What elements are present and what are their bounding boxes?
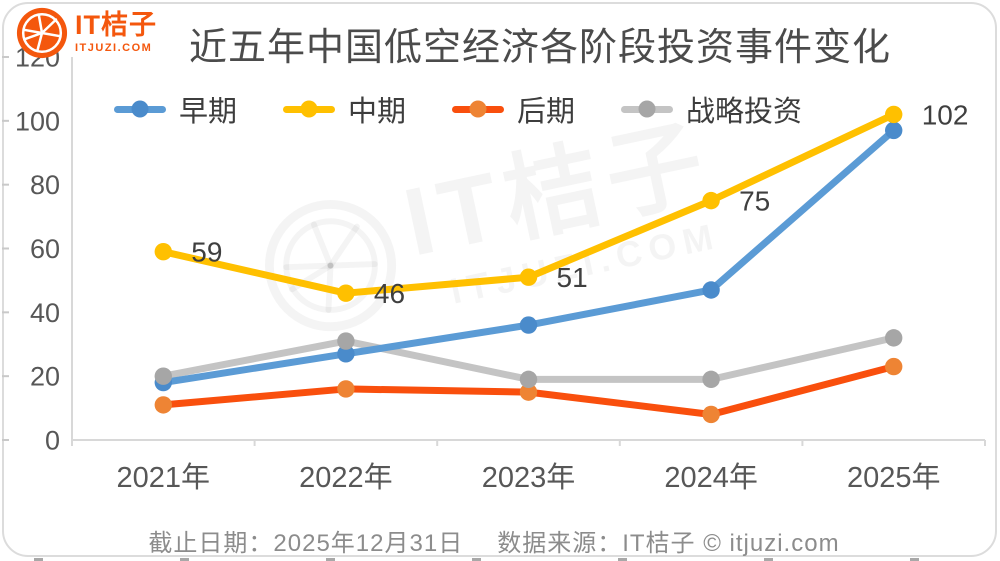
data-point-中期 bbox=[885, 105, 903, 124]
data-point-早期 bbox=[885, 121, 903, 140]
data-point-中期 bbox=[702, 191, 720, 210]
logo-text: IT桔子 ITJUZI.COM bbox=[75, 10, 157, 55]
data-point-战略投资 bbox=[337, 332, 355, 350]
legend-item-中期[interactable]: 中期 bbox=[283, 88, 406, 130]
legend-label: 中期 bbox=[348, 96, 407, 128]
x-axis-label: 2023年 bbox=[482, 461, 576, 494]
y-axis-label: 60 bbox=[30, 234, 60, 264]
data-point-中期 bbox=[519, 268, 538, 286]
data-point-后期 bbox=[337, 380, 355, 398]
data-label: 51 bbox=[557, 262, 588, 293]
legend-label: 早期 bbox=[179, 96, 238, 128]
data-point-后期 bbox=[154, 396, 172, 414]
legend-line-dot-icon bbox=[452, 100, 505, 118]
data-label: 75 bbox=[739, 186, 770, 217]
data-point-战略投资 bbox=[519, 370, 538, 389]
data-label: 102 bbox=[922, 99, 969, 130]
data-label: 46 bbox=[374, 278, 405, 309]
y-axis-label: 100 bbox=[15, 106, 60, 136]
y-axis-label: 80 bbox=[30, 170, 60, 200]
data-point-后期 bbox=[519, 383, 538, 401]
data-point-后期 bbox=[702, 405, 720, 424]
legend-line-dot-icon bbox=[114, 100, 166, 118]
logo-domain: ITJUZI.COM bbox=[75, 42, 153, 54]
legend-item-后期[interactable]: 后期 bbox=[452, 88, 575, 130]
legend-item-战略投资[interactable]: 战略投资 bbox=[621, 88, 802, 130]
chart-footer: 截止日期：2025年12月31日 数据来源：IT桔子 © itjuzi.com bbox=[0, 523, 988, 558]
legend-label: 战略投资 bbox=[686, 96, 803, 128]
x-axis-label: 2025年 bbox=[847, 461, 941, 494]
data-label: 59 bbox=[191, 237, 222, 268]
footer-deadline: 截止日期：2025年12月31日 bbox=[148, 530, 464, 557]
legend-line-dot-icon bbox=[283, 100, 336, 118]
legend-item-早期[interactable]: 早期 bbox=[114, 88, 237, 130]
data-point-中期 bbox=[337, 284, 355, 302]
data-point-早期 bbox=[519, 316, 538, 334]
logo-brand: IT桔子 bbox=[75, 10, 157, 40]
x-axis-label: 2022年 bbox=[299, 461, 393, 494]
data-point-早期 bbox=[337, 345, 355, 363]
legend: 早期 中期 后期 战略投资 bbox=[114, 88, 802, 130]
data-point-早期 bbox=[702, 281, 720, 299]
orange-slice-icon bbox=[16, 7, 68, 59]
cropped-table-edge bbox=[0, 558, 1000, 561]
legend-label: 后期 bbox=[517, 96, 576, 128]
legend-line-dot-icon bbox=[621, 100, 674, 118]
data-point-战略投资 bbox=[885, 329, 903, 347]
data-point-战略投资 bbox=[154, 367, 172, 385]
series-line-中期 bbox=[159, 110, 898, 297]
data-point-战略投资 bbox=[702, 370, 720, 389]
data-point-后期 bbox=[885, 357, 903, 376]
x-axis-label: 2021年 bbox=[117, 461, 211, 494]
x-axis-label: 2024年 bbox=[664, 461, 758, 494]
y-axis-label: 0 bbox=[45, 426, 60, 456]
y-axis-label: 20 bbox=[30, 362, 60, 392]
data-point-中期 bbox=[154, 242, 172, 261]
y-axis-label: 40 bbox=[30, 298, 60, 328]
footer-source: 数据来源：IT桔子 © itjuzi.com bbox=[497, 530, 840, 557]
itjuzi-logo[interactable]: IT桔子 ITJUZI.COM bbox=[15, 6, 157, 60]
chart-title: 近五年中国低空经济各阶段投资事件变化 bbox=[188, 27, 891, 69]
